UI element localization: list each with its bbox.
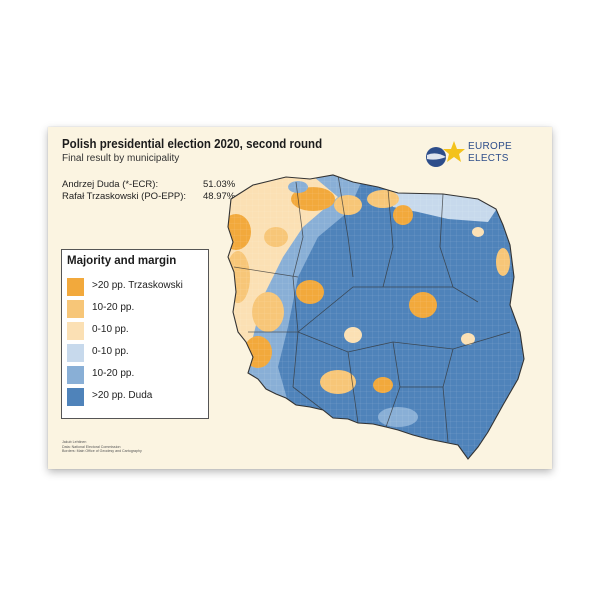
- candidate-name-duda: Andrzej Duda (*-ECR):: [62, 179, 159, 190]
- legend-label: >20 pp. Trzaskowski: [92, 280, 183, 291]
- legend-swatch: [67, 322, 84, 340]
- logo-line1: EUROPE: [468, 141, 513, 152]
- map-fill: [228, 175, 524, 459]
- legend-swatch: [67, 278, 84, 296]
- credits: Jakub Lehtinen Data: National Electoral …: [62, 440, 142, 454]
- poland-municipality-map: [227, 174, 525, 460]
- legend-label: >20 pp. Duda: [92, 390, 153, 401]
- result-duda: Andrzej Duda (*-ECR): 51.03%: [62, 179, 235, 190]
- credit-line: Data: National Electoral Commission: [62, 444, 121, 449]
- legend-label: 0-10 pp.: [92, 324, 129, 335]
- candidate-share-duda: 51.03%: [203, 179, 236, 190]
- poster: Polish presidential election 2020, secon…: [48, 127, 552, 469]
- europe-elects-logo: [426, 141, 465, 167]
- map-title: Polish presidential election 2020, secon…: [62, 137, 323, 151]
- legend-swatch: [67, 300, 84, 318]
- legend: Majority and margin >20 pp. Trzaskowski …: [61, 249, 209, 419]
- legend-swatch: [67, 388, 84, 406]
- legend-label: 0-10 pp.: [92, 346, 129, 357]
- result-trzaskowski: Rafał Trzaskowski (PO-EPP): 48.97%: [62, 191, 235, 202]
- credit-line: Borders: Main Office of Geodesy and Cart…: [62, 449, 142, 454]
- globe-swoosh: [427, 153, 446, 160]
- municipality-texture: [228, 175, 524, 459]
- legend-swatch: [67, 344, 84, 362]
- star-icon: [443, 141, 465, 162]
- legend-label: 10-20 pp.: [92, 302, 135, 313]
- logo-line2: ELECTS: [468, 153, 509, 164]
- legend-label: 10-20 pp.: [92, 368, 135, 379]
- map-subtitle: Final result by municipality: [62, 153, 180, 164]
- candidate-share-trzaskowski: 48.97%: [203, 191, 236, 202]
- legend-swatch: [67, 366, 84, 384]
- voivodeship-borders: [233, 175, 511, 443]
- credit-line: Jakub Lehtinen: [62, 440, 87, 444]
- legend-title: Majority and margin: [67, 255, 177, 267]
- candidate-name-trzaskowski: Rafał Trzaskowski (PO-EPP):: [62, 191, 187, 202]
